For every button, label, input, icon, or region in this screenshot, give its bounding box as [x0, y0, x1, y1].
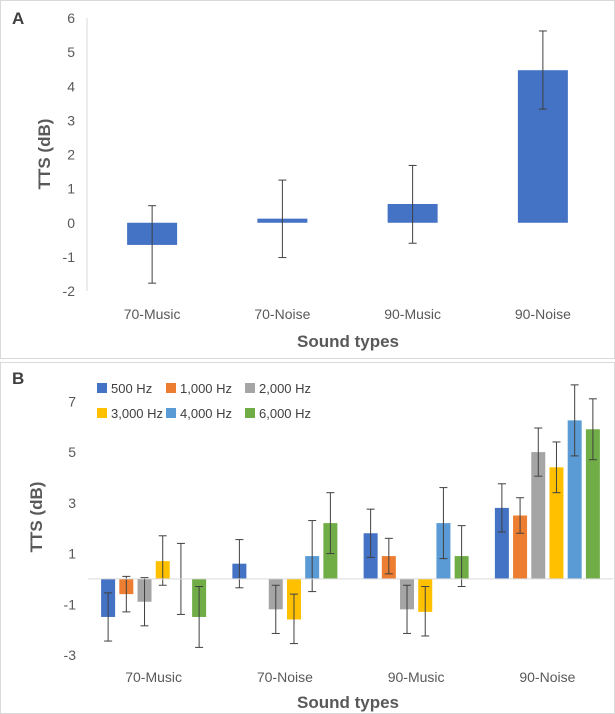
panel-a-y-tick-label: 5: [67, 44, 75, 60]
legend-item: 2,000 Hz: [245, 381, 311, 396]
panel-b-error-bar: [570, 384, 579, 457]
panel-b-y-tick-label: -1: [64, 596, 77, 612]
panel-a-y-tick-label: 1: [67, 181, 75, 197]
panel-b-legend: 500 Hz 1,000 Hz 2,000 Hz 3,000 Hz 4,000 Hz 6,…: [97, 381, 311, 421]
legend-item: 500 Hz: [97, 381, 152, 396]
panel-b-bar: [531, 452, 546, 579]
panel-b-error-bar: [308, 520, 317, 593]
panel-b-y-tick-label: 7: [68, 393, 76, 409]
panel-b-error-bar: [516, 497, 525, 534]
panel-b-error-bar: [366, 508, 375, 558]
panel-b-error-bar: [271, 584, 280, 634]
panel-b-error-bar: [552, 441, 561, 494]
panel-a-y-ticks: -2 -1 0 1 2 3 4 5 6: [63, 10, 76, 299]
panel-b-category-label: 90-Noise: [519, 669, 575, 685]
panel-b: B TTS (dB) Sound types -3 -1 1 3 5 7 70-Music…: [0, 362, 615, 714]
panel-b-bars: [101, 420, 600, 620]
panel-b-error-bar: [195, 586, 204, 648]
panel-a-error-bars: [148, 30, 547, 284]
panel-b-bar: [513, 515, 528, 579]
panel-a-error-bar: [148, 205, 157, 284]
panel-b-x-axis-title: Sound types: [297, 693, 399, 712]
panel-a-y-tick-label: -2: [63, 283, 76, 299]
legend-label: 3,000 Hz: [111, 406, 163, 421]
panel-a-category-label: 90-Music: [384, 306, 441, 322]
panel-b-error-bar: [158, 535, 167, 586]
panel-b-y-tick-label: 1: [68, 546, 76, 562]
legend-swatch: [245, 383, 255, 393]
legend-swatch: [166, 383, 176, 393]
panel-a: A TTS (dB) Sound types -2 -1 0 1 2 3 4 5 6 70-Mu…: [0, 0, 615, 359]
panel-b-error-bar: [289, 593, 298, 645]
legend-label: 500 Hz: [111, 381, 152, 396]
panel-b-category-label: 70-Music: [125, 669, 182, 685]
legend-label: 4,000 Hz: [180, 406, 232, 421]
legend-label: 6,000 Hz: [259, 406, 311, 421]
panel-b-error-bar: [457, 525, 466, 588]
panel-b-error-bar: [122, 575, 131, 613]
panel-b-category-labels: 70-Music 70-Noise 90-Music 90-Noise: [125, 669, 575, 685]
legend-swatch: [97, 408, 107, 418]
panel-b-category-label: 90-Music: [388, 669, 445, 685]
panel-b-error-bar: [588, 398, 597, 461]
panel-a-letter: A: [12, 9, 24, 28]
legend-swatch: [245, 408, 255, 418]
panel-b-y-ticks: -3 -1 1 3 5 7: [64, 393, 77, 663]
legend-swatch: [166, 408, 176, 418]
panel-b-error-bar: [439, 487, 448, 560]
panel-b-error-bar: [403, 584, 412, 634]
legend-item: 6,000 Hz: [245, 406, 311, 421]
panel-b-bar: [567, 420, 582, 579]
legend-item: 1,000 Hz: [166, 381, 232, 396]
legend-swatch: [97, 383, 107, 393]
panel-a-y-tick-label: 2: [67, 147, 75, 163]
panel-a-error-bar: [278, 179, 287, 259]
panel-a-category-labels: 70-Music 70-Noise 90-Music 90-Noise: [124, 306, 571, 322]
panel-b-error-bars: [104, 384, 597, 648]
panel-b-y-tick-label: 5: [68, 444, 76, 460]
panel-b-error-bar: [326, 492, 335, 555]
panel-a-x-axis-title: Sound types: [297, 332, 399, 351]
panel-b-letter: B: [12, 369, 24, 388]
panel-a-error-bar: [538, 30, 547, 110]
panel-a-category-label: 70-Music: [124, 306, 181, 322]
legend-label: 1,000 Hz: [180, 381, 232, 396]
panel-b-bar: [494, 507, 509, 579]
panel-b-y-axis-title: TTS (dB): [27, 482, 46, 553]
panel-a-y-tick-label: 6: [67, 10, 75, 26]
legend-item: 3,000 Hz: [97, 406, 163, 421]
panel-b-y-tick-label: -3: [64, 647, 77, 663]
panel-b-bar: [549, 467, 564, 579]
panel-b-error-bar: [384, 537, 393, 575]
panel-b-error-bar: [235, 539, 244, 589]
panel-a-y-tick-label: 3: [67, 112, 75, 128]
panel-b-category-label: 70-Noise: [257, 669, 313, 685]
panel-a-category-label: 90-Noise: [515, 306, 571, 322]
panel-b-error-bar: [497, 483, 506, 533]
panel-a-error-bar: [408, 164, 417, 244]
panel-b-error-bar: [421, 586, 430, 637]
panel-a-frame: [0, 0, 615, 359]
panel-a-y-tick-label: -1: [63, 249, 76, 265]
panel-b-error-bar: [104, 592, 113, 642]
panel-b-error-bar: [140, 577, 149, 627]
panel-b-frame: [0, 362, 615, 714]
legend-label: 2,000 Hz: [259, 381, 311, 396]
legend-item: 4,000 Hz: [166, 406, 232, 421]
panel-a-y-tick-label: 4: [67, 78, 75, 94]
panel-b-error-bar: [534, 427, 543, 477]
panel-b-bar: [585, 429, 600, 579]
panel-a-category-label: 70-Noise: [254, 306, 310, 322]
panel-a-y-tick-label: 0: [67, 215, 75, 231]
panel-b-y-tick-label: 3: [68, 495, 76, 511]
panel-a-y-axis-title: TTS (dB): [35, 119, 54, 190]
